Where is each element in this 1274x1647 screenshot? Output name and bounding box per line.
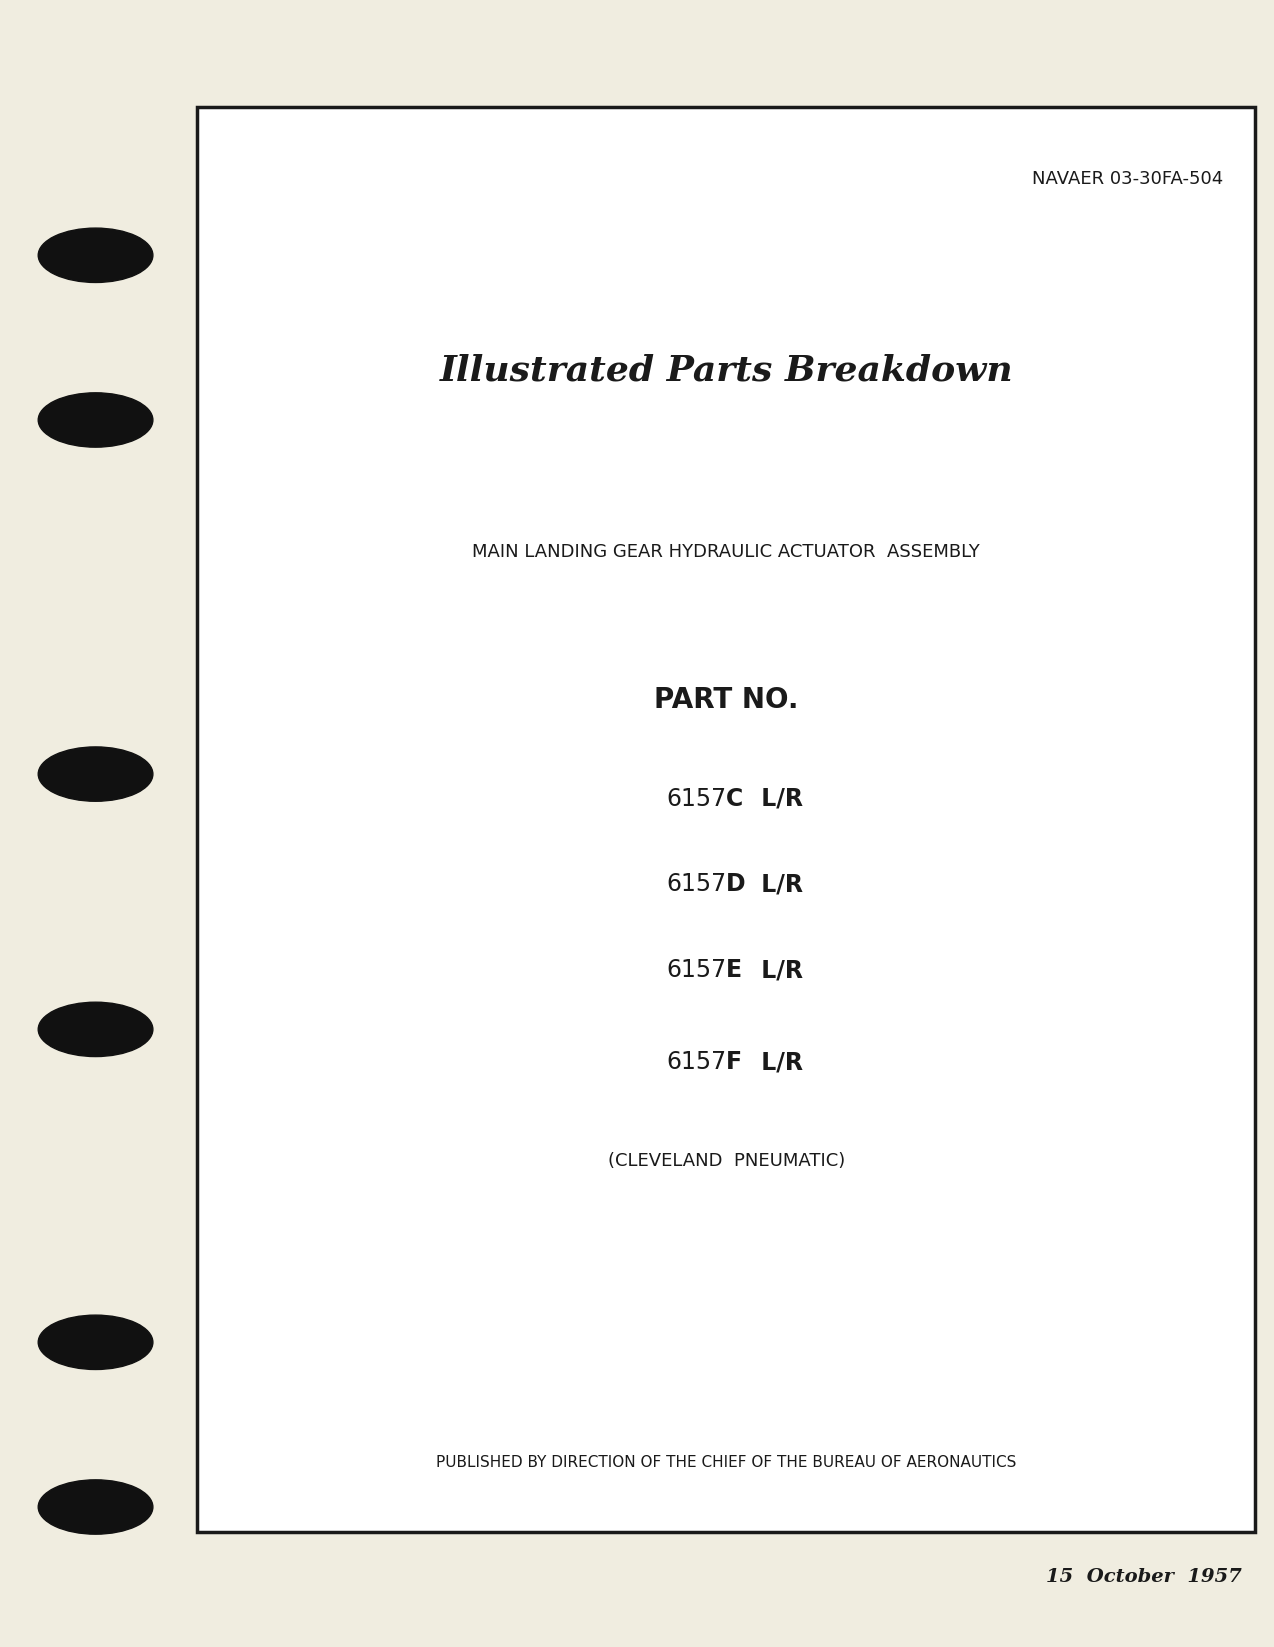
Text: L/R: L/R [753, 959, 803, 982]
Ellipse shape [38, 1001, 153, 1057]
Text: L/R: L/R [753, 787, 803, 810]
Text: 6157: 6157 [666, 959, 726, 982]
Text: 6157: 6157 [666, 787, 726, 810]
Bar [197, 107, 1255, 1532]
Ellipse shape [38, 1314, 153, 1370]
Text: F: F [726, 1051, 743, 1074]
Text: L/R: L/R [753, 1051, 803, 1074]
Text: Illustrated Parts Breakdown: Illustrated Parts Breakdown [440, 354, 1013, 387]
Text: PART NO.: PART NO. [654, 685, 799, 715]
Text: E: E [726, 959, 743, 982]
Text: L/R: L/R [753, 873, 803, 896]
Text: 6157: 6157 [666, 1051, 726, 1074]
Text: PUBLISHED BY DIRECTION OF THE CHIEF OF THE BUREAU OF AERONAUTICS: PUBLISHED BY DIRECTION OF THE CHIEF OF T… [436, 1454, 1017, 1471]
Text: NAVAER 03-30FA-504: NAVAER 03-30FA-504 [1032, 170, 1223, 188]
Text: 15  October  1957: 15 October 1957 [1046, 1568, 1242, 1586]
Ellipse shape [38, 392, 153, 446]
Text: (CLEVELAND  PNEUMATIC): (CLEVELAND PNEUMATIC) [608, 1153, 845, 1169]
Ellipse shape [38, 1479, 153, 1535]
Text: C: C [726, 787, 744, 810]
Text: D: D [726, 873, 745, 896]
Text: MAIN LANDING GEAR HYDRAULIC ACTUATOR  ASSEMBLY: MAIN LANDING GEAR HYDRAULIC ACTUATOR ASS… [473, 544, 980, 560]
Ellipse shape [38, 746, 153, 800]
Text: 6157: 6157 [666, 873, 726, 896]
Ellipse shape [38, 227, 153, 283]
